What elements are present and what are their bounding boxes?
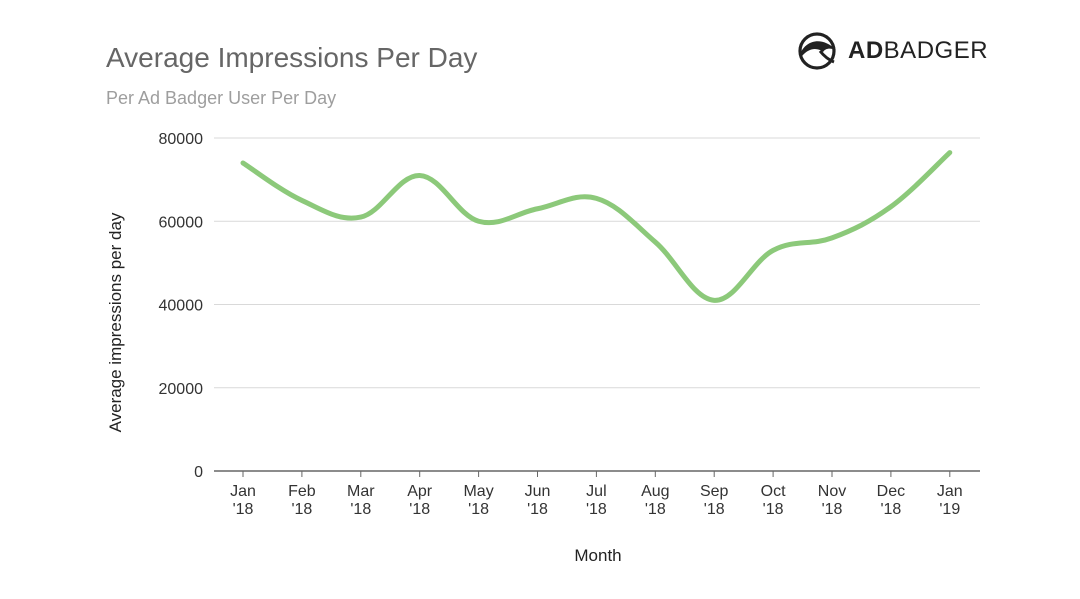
- x-tick-label-line: Oct: [761, 483, 786, 500]
- y-tick-labels: 0 20000 40000 60000 80000: [159, 131, 204, 481]
- x-tick-label: Jan '18: [230, 483, 256, 518]
- x-tick-label-line: Sep: [700, 483, 729, 500]
- x-tick-label-line: '18: [645, 501, 666, 518]
- x-tick-label: Aug '18: [641, 483, 669, 518]
- x-tick-label: Feb '18: [288, 483, 316, 518]
- x-tick-label: Jan '19: [937, 483, 963, 518]
- adbadger-logo: ADBADGER: [796, 30, 988, 72]
- x-tick-label-line: '18: [763, 501, 784, 518]
- chart-subtitle: Per Ad Badger User Per Day: [106, 88, 337, 108]
- x-tick-label: Mar '18: [347, 483, 375, 518]
- badger-head-icon: [798, 32, 836, 70]
- x-tick-label-line: Jan: [230, 483, 256, 500]
- x-tick-label-line: '18: [350, 501, 371, 518]
- gridlines: [214, 137, 980, 389]
- x-tick-label-line: '18: [822, 501, 843, 518]
- y-tick-label: 80000: [159, 131, 204, 148]
- chart-title: Average Impressions Per Day: [106, 42, 478, 73]
- y-tick-label: 20000: [159, 381, 204, 398]
- x-tick-label: Nov '18: [818, 483, 846, 518]
- x-tick-label-line: '18: [586, 501, 607, 518]
- brand-wordmark: ADBADGER: [848, 37, 988, 65]
- x-tick-label: Jun '18: [525, 483, 551, 518]
- x-tick-label-line: Jan: [937, 483, 963, 500]
- x-tick-label-line: '18: [704, 501, 725, 518]
- x-tick-label-line: May: [463, 483, 493, 500]
- x-tick-label: Oct '18: [761, 483, 786, 518]
- y-tick-label: 40000: [159, 298, 204, 315]
- data-points: [243, 152, 950, 300]
- x-tick-label-line: '18: [527, 501, 548, 518]
- y-axis-label: Average impressions per day: [106, 212, 125, 432]
- series-line: [240, 150, 953, 303]
- brand-bold: AD: [848, 37, 884, 64]
- x-tick-label-line: Mar: [347, 483, 375, 500]
- x-tick-label-line: '18: [233, 501, 254, 518]
- x-tick-label-line: '18: [409, 501, 430, 518]
- x-axis-label: Month: [574, 546, 621, 565]
- x-tick-label-line: Aug: [641, 483, 669, 500]
- x-tick-label-line: '18: [291, 501, 312, 518]
- y-tick-label: 0: [194, 464, 203, 481]
- x-tick-label: Jul '18: [586, 483, 607, 518]
- y-tick-label: 60000: [159, 214, 204, 231]
- x-tick-label: Sep '18: [700, 483, 729, 518]
- x-tick-label-line: Jul: [586, 483, 606, 500]
- x-tick-label-line: Feb: [288, 483, 316, 500]
- x-tick-label-line: Nov: [818, 483, 846, 500]
- x-tick-label-line: '19: [939, 501, 960, 518]
- x-tick-label-line: '18: [880, 501, 901, 518]
- x-tick-label: Apr '18: [407, 483, 433, 518]
- brand-light: BADGER: [883, 37, 989, 64]
- x-tick-label-line: Apr: [407, 483, 433, 500]
- x-tick-label-line: '18: [468, 501, 489, 518]
- x-tick-label-line: Dec: [877, 483, 905, 500]
- x-tick-label: May '18: [463, 483, 493, 518]
- x-tick-label: Dec '18: [877, 483, 905, 518]
- x-tick-label-line: Jun: [525, 483, 551, 500]
